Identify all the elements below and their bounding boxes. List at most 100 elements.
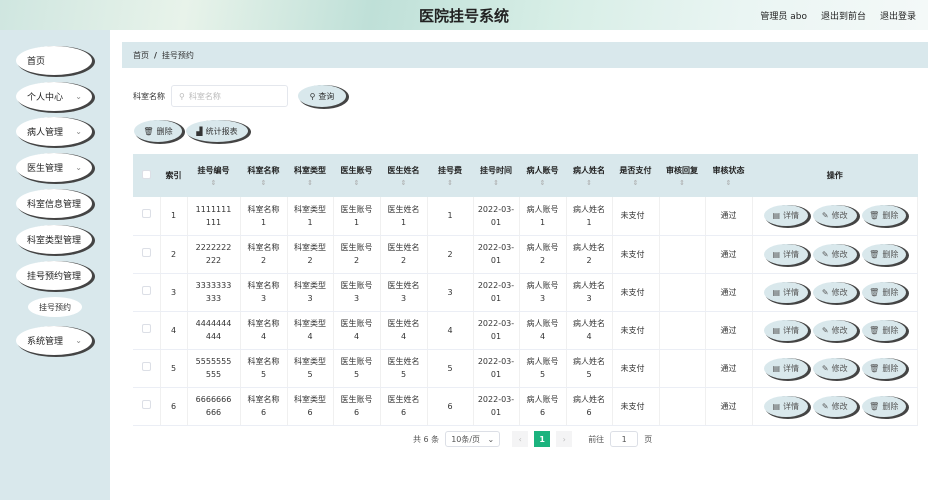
sort-icon[interactable]: ⇕: [353, 178, 360, 187]
table-cell: [659, 197, 706, 236]
column-header[interactable]: 审核状态 ⇕: [705, 154, 752, 197]
page-1-button[interactable]: 1: [534, 431, 551, 447]
sidebar-item-3[interactable]: 医生管理 ⌄: [16, 153, 92, 182]
breadcrumb-home[interactable]: 首页: [133, 50, 149, 60]
sidebar-item-system[interactable]: 系统管理 ⌄: [16, 326, 92, 355]
table-cell: 病人姓名1: [566, 197, 613, 236]
edit-button[interactable]: ✎ 修改: [812, 319, 857, 341]
column-header[interactable]: 病人姓名 ⇕: [566, 154, 612, 197]
column-header[interactable]: 科室名称 ⇕: [240, 154, 287, 197]
table-cell: 医生账号2: [333, 235, 381, 274]
table-cell: [659, 273, 706, 312]
delete-button[interactable]: 🗑 删除: [861, 205, 906, 227]
sidebar-item-label: 病人管理: [27, 128, 64, 138]
delete-label: 删除: [156, 126, 173, 136]
row-checkbox[interactable]: [133, 349, 161, 388]
column-header[interactable]: 挂号时间 ⇕: [473, 154, 519, 197]
trash-icon: 🗑: [869, 211, 880, 221]
detail-button[interactable]: ▤ 详情: [763, 243, 808, 265]
sort-icon[interactable]: ⇕: [307, 178, 313, 187]
sidebar-item-2[interactable]: 病人管理 ⌄: [16, 117, 92, 146]
delete-button[interactable]: 🗑 删除: [861, 319, 906, 341]
stats-report-button[interactable]: ▟ 统计报表: [186, 120, 248, 142]
total-count: 共 6 条: [413, 434, 440, 444]
sort-icon[interactable]: ⇕: [725, 178, 732, 187]
sidebar-item-0[interactable]: 首页: [16, 46, 92, 75]
column-header[interactable]: 科室类型 ⇕: [287, 154, 333, 197]
column-header[interactable]: 病人账号 ⇕: [519, 154, 566, 197]
table-cell: 医生账号5: [333, 349, 381, 388]
table-cell: 通过: [705, 273, 753, 312]
detail-label: 详情: [783, 287, 800, 297]
row-checkbox[interactable]: [133, 273, 161, 312]
sort-icon[interactable]: ⇕: [539, 178, 546, 187]
delete-button[interactable]: 🗑 删除: [861, 357, 906, 379]
table-row: 3 3333333333 科室名称3 科室类型3 医生账号3 医生姓名3 3 2022-03-…: [133, 273, 918, 312]
detail-button[interactable]: ▤ 详情: [763, 319, 808, 341]
sidebar-item-5[interactable]: 科室类型管理: [16, 225, 92, 254]
sort-icon[interactable]: ⇕: [632, 178, 639, 187]
sort-icon[interactable]: ⇕: [210, 178, 217, 187]
document-icon: ▤: [772, 287, 781, 297]
column-header[interactable]: 医生姓名 ⇕: [380, 154, 427, 197]
column-header[interactable]: 审核回复 ⇕: [659, 154, 705, 197]
sort-icon[interactable]: ⇕: [260, 178, 267, 187]
edit-button[interactable]: ✎ 修改: [812, 281, 857, 303]
row-checkbox[interactable]: [133, 311, 161, 350]
edit-button[interactable]: ✎ 修改: [812, 357, 857, 379]
table-cell: 4: [427, 311, 474, 350]
detail-button[interactable]: ▤ 详情: [763, 281, 808, 303]
prev-page-button[interactable]: ‹: [512, 431, 529, 447]
edit-button[interactable]: ✎ 修改: [812, 243, 857, 265]
column-header[interactable]: 是否支付 ⇕: [612, 154, 659, 197]
delete-button[interactable]: 🗑 删除: [861, 243, 906, 265]
detail-button[interactable]: ▤ 详情: [763, 357, 808, 379]
sidebar-item-1[interactable]: 个人中心 ⌄: [16, 82, 92, 111]
detail-label: 详情: [783, 325, 800, 335]
detail-button[interactable]: ▤ 详情: [763, 395, 808, 417]
sidebar-subitem-appointment[interactable]: 挂号预约: [28, 297, 82, 317]
column-header[interactable]: 挂号编号 ⇕: [187, 154, 240, 197]
query-button[interactable]: ⚲ 查询: [298, 85, 346, 107]
sort-icon[interactable]: ⇕: [400, 178, 407, 187]
sidebar-item-label: 首页: [27, 57, 46, 67]
delete-button[interactable]: 🗑 删除: [861, 395, 906, 417]
goto-page-input[interactable]: 1: [610, 431, 639, 447]
sidebar-item-6[interactable]: 挂号预约管理: [16, 261, 92, 290]
sort-icon[interactable]: ⇕: [447, 178, 453, 187]
sort-icon[interactable]: ⇕: [586, 178, 592, 187]
table-cell: 病人账号4: [519, 311, 567, 350]
detail-button[interactable]: ▤ 详情: [763, 205, 808, 227]
table-cell: 医生姓名3: [380, 273, 428, 312]
breadcrumb-current: 挂号预约: [161, 50, 194, 60]
row-checkbox[interactable]: [133, 387, 161, 426]
table-cell: 未支付: [612, 387, 660, 426]
sort-icon[interactable]: ⇕: [493, 178, 499, 187]
column-header[interactable]: 挂号费 ⇕: [427, 154, 473, 197]
sort-icon[interactable]: ⇕: [679, 178, 685, 187]
column-header[interactable]: 医生账号 ⇕: [333, 154, 380, 197]
document-icon: ▤: [772, 325, 781, 335]
delete-label: 删除: [882, 363, 899, 373]
row-checkbox[interactable]: [133, 235, 161, 274]
search-label: 科室名称: [133, 91, 165, 101]
table-cell: 1: [160, 197, 188, 236]
delete-label: 删除: [882, 211, 899, 221]
edit-button[interactable]: ✎ 修改: [812, 205, 857, 227]
sidebar-item-label: 个人中心: [27, 93, 64, 103]
page-size-select[interactable]: 10条/页 ⌄: [445, 431, 501, 447]
exit-to-front-link[interactable]: 退出到前台: [820, 12, 866, 22]
batch-delete-button[interactable]: 🗑 删除: [134, 120, 182, 142]
search-icon: ⚲: [179, 91, 185, 101]
table-cell: 科室名称1: [240, 197, 288, 236]
row-checkbox[interactable]: [133, 197, 161, 236]
logout-link[interactable]: 退出登录: [879, 12, 916, 22]
delete-button[interactable]: 🗑 删除: [861, 281, 906, 303]
search-input[interactable]: ⚲ 科室名称: [171, 85, 288, 107]
select-all-checkbox[interactable]: [133, 154, 160, 197]
next-page-button[interactable]: ›: [556, 431, 573, 447]
column-label: 医生账号: [340, 165, 373, 175]
sidebar-item-4[interactable]: 科室信息管理: [16, 189, 92, 218]
edit-button[interactable]: ✎ 修改: [812, 395, 857, 417]
table-cell: 4444444444: [187, 311, 241, 350]
